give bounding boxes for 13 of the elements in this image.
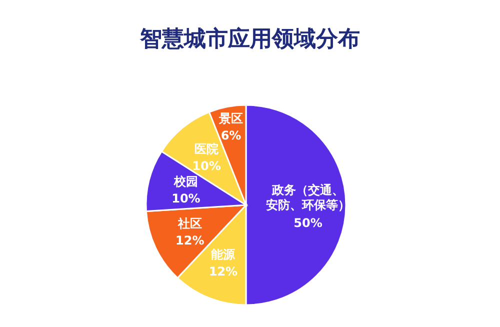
data-label: 12% — [176, 233, 204, 248]
slice-label: 景区 — [218, 111, 244, 126]
data-label: 50% — [294, 216, 322, 230]
data-label: 10% — [172, 192, 200, 206]
slice-label: 政务（交通、安防、环保等） — [266, 183, 350, 212]
data-label: 10% — [192, 159, 221, 174]
slice-label: 社区 — [176, 216, 202, 230]
chart-title: 智慧城市应用领域分布 — [139, 26, 360, 52]
data-label: 6% — [220, 128, 242, 142]
slice-label: 校园 — [172, 174, 198, 189]
slice-label: 能源 — [211, 248, 236, 262]
slice-label: 医院 — [194, 142, 218, 156]
data-label: 12% — [208, 264, 238, 279]
